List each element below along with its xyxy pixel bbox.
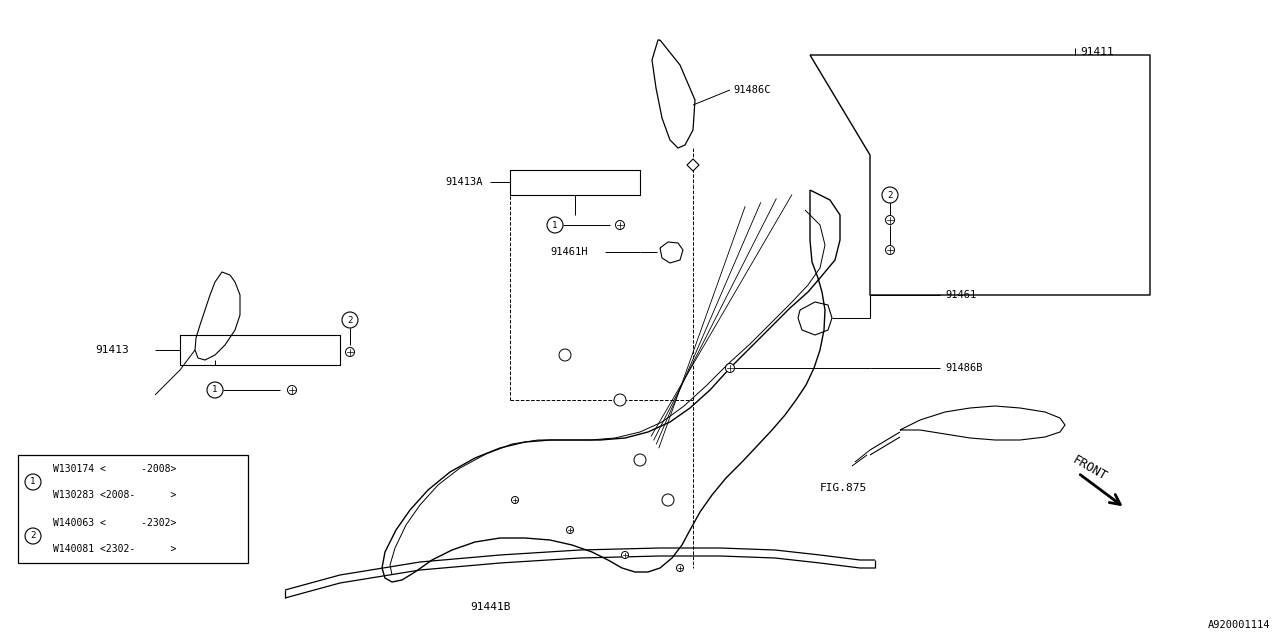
Circle shape [26, 528, 41, 544]
Circle shape [512, 497, 518, 504]
Text: 2: 2 [887, 191, 892, 200]
Text: 91461H: 91461H [550, 247, 588, 257]
Bar [18, 455, 248, 563]
Text: 91411: 91411 [1080, 47, 1114, 57]
Circle shape [547, 217, 563, 233]
Text: 2: 2 [347, 316, 353, 324]
Polygon shape [687, 159, 699, 171]
Circle shape [886, 246, 895, 255]
Circle shape [677, 564, 684, 572]
Circle shape [559, 349, 571, 361]
Text: 1: 1 [31, 477, 36, 486]
Circle shape [614, 394, 626, 406]
Circle shape [567, 527, 573, 534]
Circle shape [634, 454, 646, 466]
Text: 91486C: 91486C [733, 85, 771, 95]
Text: 91413: 91413 [95, 345, 129, 355]
Text: 1: 1 [212, 385, 218, 394]
Circle shape [662, 494, 675, 506]
Circle shape [346, 348, 355, 356]
Text: A920001114: A920001114 [1207, 620, 1270, 630]
Circle shape [616, 221, 625, 230]
Text: W130174 <      -2008>: W130174 < -2008> [52, 463, 177, 474]
Text: W140081 <2302-      >: W140081 <2302- > [52, 545, 177, 554]
Circle shape [288, 385, 297, 394]
Text: FIG.875: FIG.875 [820, 483, 868, 493]
Circle shape [726, 364, 735, 372]
Text: 91486B: 91486B [945, 363, 983, 373]
Text: 1: 1 [552, 221, 558, 230]
Text: FRONT: FRONT [1070, 453, 1108, 483]
Text: 91441B: 91441B [470, 602, 511, 612]
Circle shape [342, 312, 358, 328]
Circle shape [882, 187, 899, 203]
Text: 91461: 91461 [945, 290, 977, 300]
Circle shape [622, 552, 628, 559]
Circle shape [207, 382, 223, 398]
Text: W130283 <2008-      >: W130283 <2008- > [52, 490, 177, 500]
Text: 2: 2 [31, 531, 36, 541]
Text: W140063 <      -2302>: W140063 < -2302> [52, 518, 177, 527]
Circle shape [886, 216, 895, 225]
Text: 91413A: 91413A [445, 177, 483, 187]
Circle shape [26, 474, 41, 490]
